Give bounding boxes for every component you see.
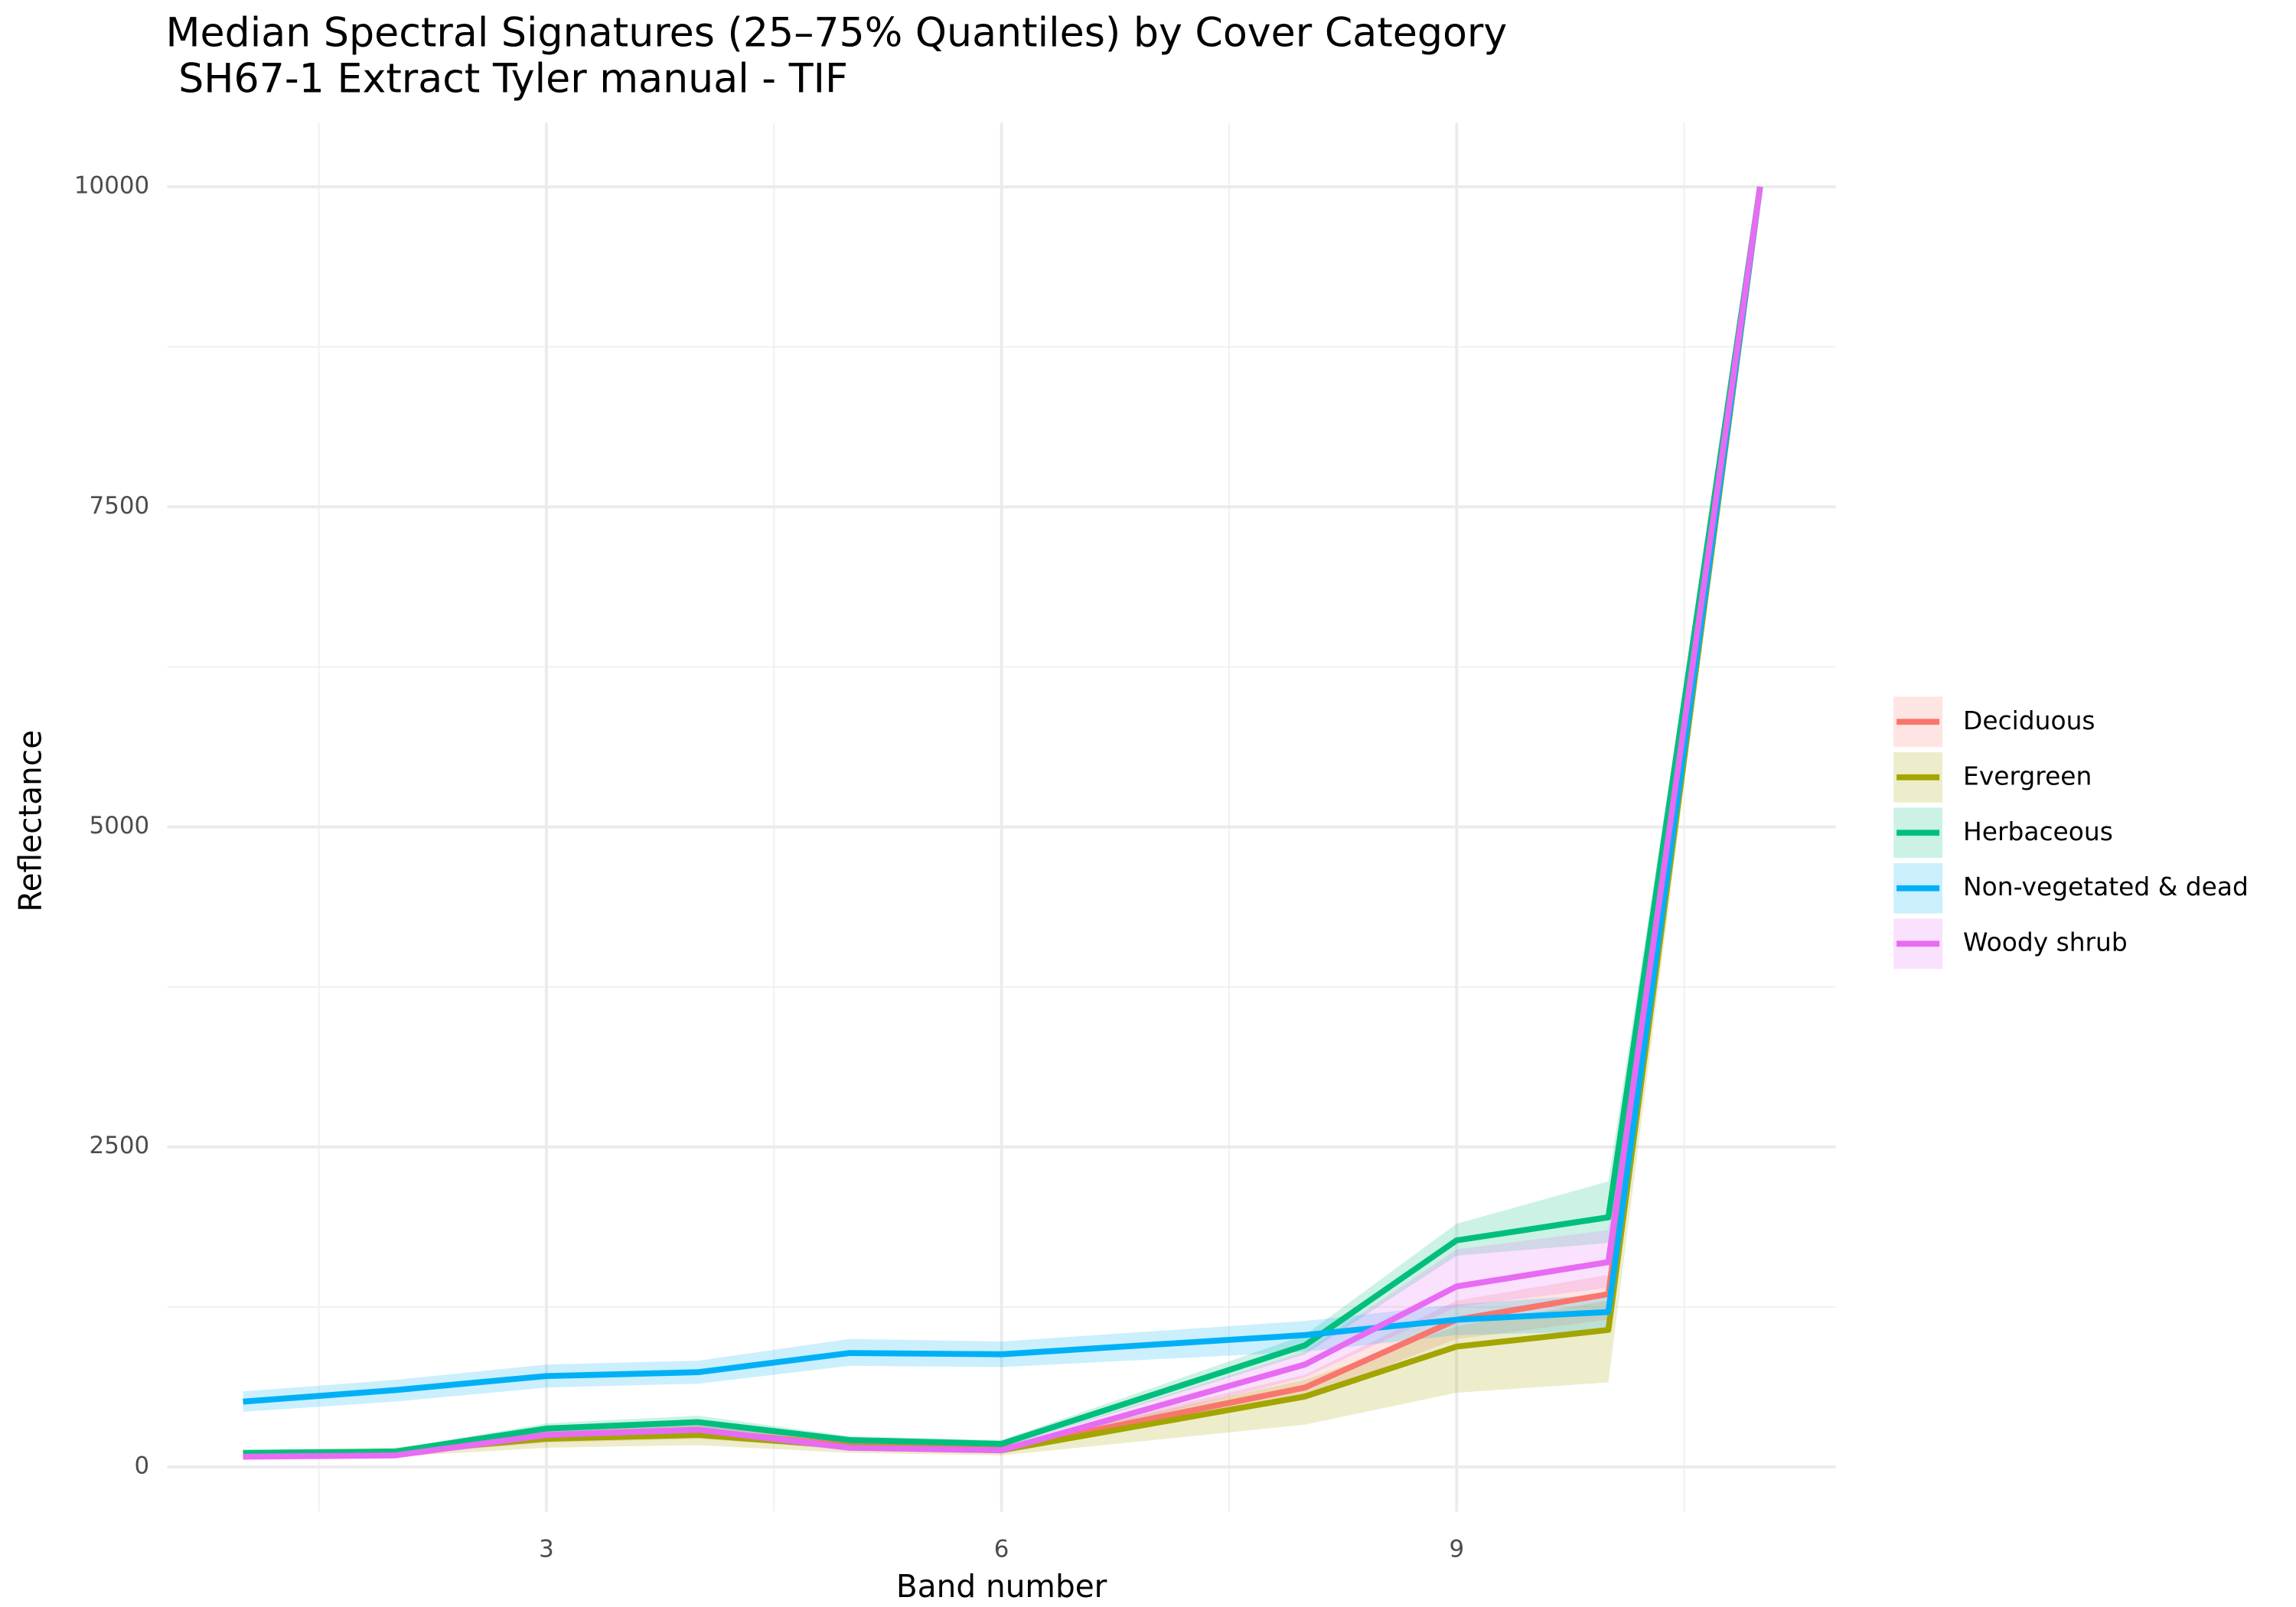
line <box>243 186 1763 1460</box>
x-tick-label: 6 <box>994 1535 1009 1563</box>
x-axis-title: Band number <box>896 1568 1107 1605</box>
y-axis-title: Reflectance <box>12 730 49 912</box>
legend-label: Evergreen <box>1963 761 2092 790</box>
chart-title: Median Spectral Signatures (25–75% Quant… <box>165 10 1507 56</box>
legend: Deciduous Evergreen Herbaceous Non-vegetate… <box>1893 696 2249 970</box>
legend-label: Deciduous <box>1963 706 2095 735</box>
legend-label: Woody shrub <box>1963 927 2128 957</box>
legend-label: Non-vegetated & dead <box>1963 872 2249 901</box>
grid <box>167 122 1836 1512</box>
line <box>243 186 1763 1405</box>
x-tick-label: 3 <box>539 1535 554 1563</box>
legend-label: Herbaceous <box>1963 817 2113 846</box>
y-tick-label: 10000 <box>74 172 149 200</box>
y-tick-label: 0 <box>135 1452 150 1479</box>
x-tick-label: 9 <box>1449 1535 1464 1563</box>
lines <box>243 186 1763 1460</box>
y-tick-label: 2500 <box>90 1132 150 1159</box>
y-tick-label: 5000 <box>90 812 150 839</box>
chart-subtitle: SH67-1 Extract Tyler manual - TIF <box>165 56 848 102</box>
y-tick-label: 7500 <box>90 492 150 520</box>
line <box>243 186 1763 1456</box>
